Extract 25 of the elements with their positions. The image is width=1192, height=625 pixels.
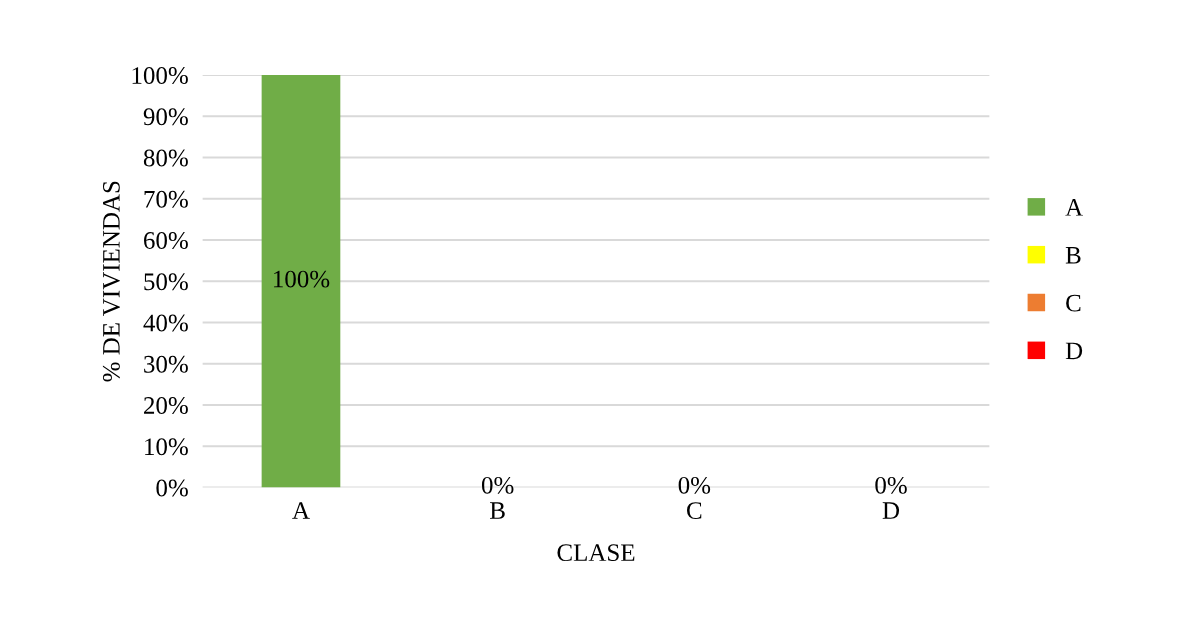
y-tick-label: 30% [144, 355, 188, 373]
x-tick-label: A [292, 502, 310, 519]
x-tick-label: B [490, 502, 505, 519]
legend-label: A [1065, 199, 1083, 216]
y-tick-label: 10% [145, 438, 188, 456]
y-tick-label: 40% [143, 314, 188, 332]
legend-label: D [1065, 342, 1083, 360]
legend-label: B [1065, 247, 1081, 264]
y-tick-label: 70% [144, 190, 188, 208]
data-label: 0% [481, 476, 514, 494]
x-tick-label: D [882, 502, 900, 519]
y-tick-label: 60% [144, 232, 188, 249]
x-tick-label: C [687, 502, 702, 519]
y-tick-label: 50% [144, 273, 188, 291]
x-axis-title: CLASE [557, 544, 635, 562]
y-tick-label: 20% [144, 397, 188, 414]
data-label: 0% [678, 476, 711, 494]
y-tick-label: 0% [156, 479, 188, 497]
legend-label: C [1066, 294, 1081, 312]
data-label: 100% [274, 270, 330, 288]
y-tick-label: 100% [132, 67, 188, 84]
data-label: 0% [875, 476, 907, 494]
y-tick-label: 90% [143, 108, 188, 126]
y-axis-title: % DE VIVIENDAS [102, 181, 120, 382]
y-tick-label: 80% [143, 149, 188, 167]
